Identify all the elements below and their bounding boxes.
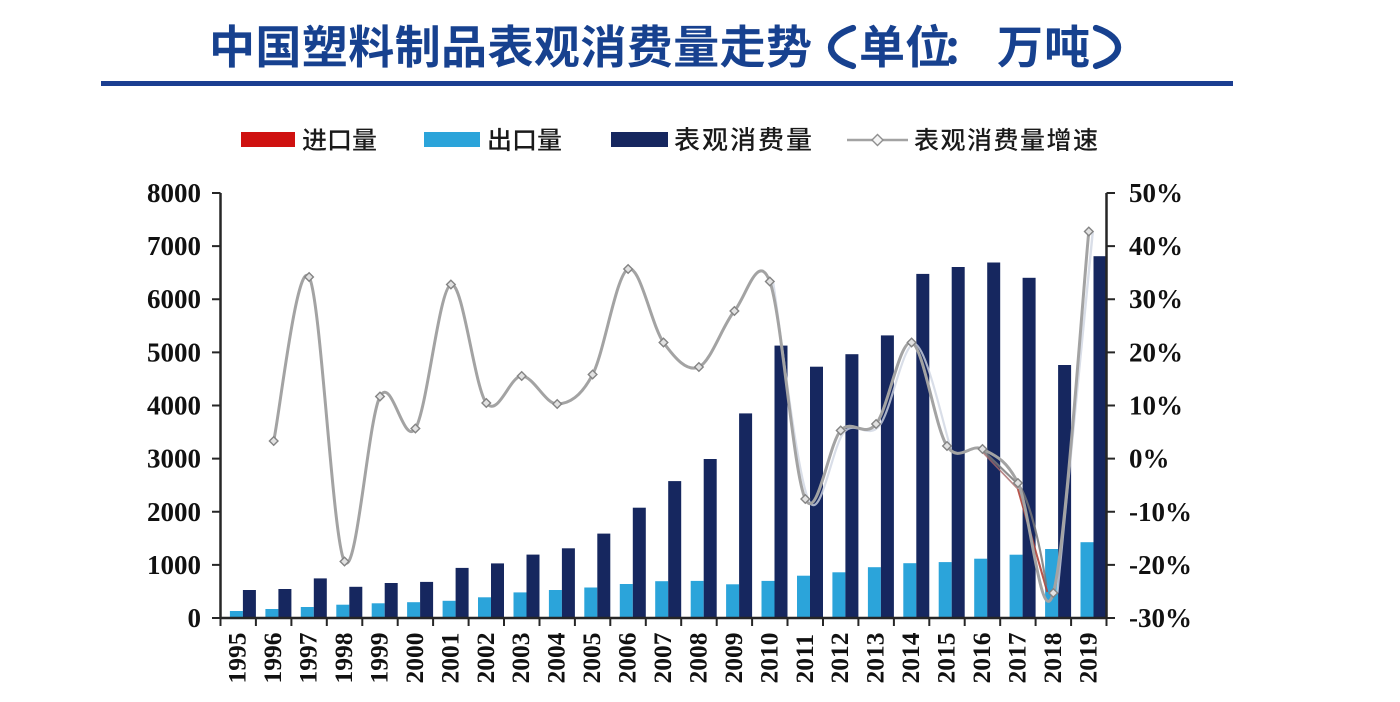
svg-text:1000: 1000 xyxy=(147,550,201,580)
svg-text:-30%: -30% xyxy=(1129,603,1192,633)
svg-text:2007: 2007 xyxy=(648,632,677,683)
svg-text:2010: 2010 xyxy=(754,633,783,684)
svg-text:1998: 1998 xyxy=(329,633,358,684)
svg-text:0%: 0% xyxy=(1129,444,1170,474)
svg-text:2000: 2000 xyxy=(147,497,201,527)
svg-text:2006: 2006 xyxy=(613,633,642,684)
svg-text:2003: 2003 xyxy=(506,633,535,684)
svg-text:2000: 2000 xyxy=(400,633,429,684)
svg-text:2002: 2002 xyxy=(471,633,500,684)
svg-text:5000: 5000 xyxy=(147,337,201,367)
svg-text:50%: 50% xyxy=(1129,178,1183,208)
svg-text:-20%: -20% xyxy=(1129,550,1192,580)
svg-text:2016: 2016 xyxy=(967,633,996,684)
svg-text:30%: 30% xyxy=(1129,284,1183,314)
svg-text:2015: 2015 xyxy=(932,633,961,684)
svg-text:40%: 40% xyxy=(1129,231,1183,261)
svg-text:6000: 6000 xyxy=(147,284,201,314)
svg-text:20%: 20% xyxy=(1129,337,1183,367)
svg-text:2012: 2012 xyxy=(825,633,854,684)
svg-text:2019: 2019 xyxy=(1073,633,1102,684)
svg-text:2004: 2004 xyxy=(542,632,571,683)
svg-text:7000: 7000 xyxy=(147,231,201,261)
svg-text:2017: 2017 xyxy=(1002,632,1031,683)
svg-text:2018: 2018 xyxy=(1038,633,1067,684)
svg-text:1999: 1999 xyxy=(365,633,394,684)
svg-text:4000: 4000 xyxy=(147,391,201,421)
svg-text:8000: 8000 xyxy=(147,178,201,208)
svg-text:1996: 1996 xyxy=(258,633,287,684)
svg-text:2005: 2005 xyxy=(577,633,606,684)
svg-text:10%: 10% xyxy=(1129,391,1183,421)
svg-text:1997: 1997 xyxy=(294,632,323,683)
svg-text:1995: 1995 xyxy=(223,633,252,684)
svg-text:2009: 2009 xyxy=(719,633,748,684)
svg-text:3000: 3000 xyxy=(147,444,201,474)
svg-text:2014: 2014 xyxy=(896,632,925,683)
svg-text:2001: 2001 xyxy=(435,633,464,684)
svg-text:2011: 2011 xyxy=(790,634,819,684)
svg-text:0: 0 xyxy=(188,603,202,633)
svg-text:2013: 2013 xyxy=(861,633,890,684)
svg-text:-10%: -10% xyxy=(1129,497,1192,527)
svg-text:2008: 2008 xyxy=(683,633,712,684)
